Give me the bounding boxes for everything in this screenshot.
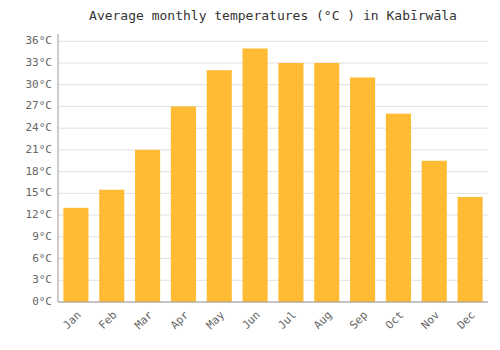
chart-container: Average monthly temperatures (°C ) in Ka… xyxy=(0,0,500,350)
y-axis-line xyxy=(58,34,59,302)
bar xyxy=(278,63,303,302)
bar xyxy=(422,161,447,302)
x-tick-label: Nov xyxy=(419,308,443,332)
y-tick-label: 0°C xyxy=(32,295,52,308)
x-tick-label: Aug xyxy=(311,309,334,332)
y-tick-label: 9°C xyxy=(32,230,52,243)
bar xyxy=(171,106,196,302)
bar xyxy=(243,48,268,302)
chart: Average monthly temperatures (°C ) in Ka… xyxy=(0,0,500,350)
x-axis: Jan Feb Mar Apr May Jun Jul Aug Sep Oct Nov Dec xyxy=(58,302,488,332)
x-tick-label: Sep xyxy=(347,309,370,332)
y-tick-label: 12°C xyxy=(26,208,53,221)
x-tick-label: Apr xyxy=(168,308,192,332)
x-tick-label: May xyxy=(204,308,228,332)
x-tick-label: Jan xyxy=(60,309,83,332)
bar xyxy=(135,150,160,302)
grid-line xyxy=(58,128,488,129)
grid-line xyxy=(58,62,488,63)
x-tick-label: Jun xyxy=(240,309,263,332)
bar xyxy=(458,197,483,302)
chart-title: Average monthly temperatures (°C ) in Ka… xyxy=(89,8,457,23)
bar xyxy=(63,208,88,302)
y-tick-label: 18°C xyxy=(26,165,53,178)
bar xyxy=(386,114,411,302)
y-tick-label: 6°C xyxy=(32,252,52,265)
x-tick-label: Mar xyxy=(132,308,156,332)
y-tick-label: 21°C xyxy=(26,143,53,156)
bar xyxy=(350,77,375,302)
grid-line xyxy=(58,302,488,303)
y-tick-label: 24°C xyxy=(26,121,53,134)
grid-line xyxy=(58,84,488,85)
y-tick-label: 33°C xyxy=(26,56,53,69)
y-axis: 0°C 3°C 6°C 9°C 12°C 15°C 18°C 21°C 24°C 27°C 30°C… xyxy=(26,34,59,308)
grid xyxy=(58,41,488,302)
x-tick-label: Oct xyxy=(383,309,406,332)
y-tick-label: 15°C xyxy=(26,186,53,199)
bar xyxy=(314,63,339,302)
bar xyxy=(99,190,124,302)
bar xyxy=(207,70,232,302)
page: {"chart_data": {"type": "bar", "title": … xyxy=(0,0,500,350)
x-axis-line xyxy=(58,302,488,303)
grid-line xyxy=(58,106,488,107)
bars xyxy=(63,48,482,302)
x-tick-label: Dec xyxy=(455,309,478,332)
y-tick-label: 36°C xyxy=(26,34,53,47)
x-tick-label: Feb xyxy=(96,309,119,332)
grid-line xyxy=(58,41,488,42)
y-tick-label: 27°C xyxy=(26,99,53,112)
y-tick-label: 3°C xyxy=(32,273,52,286)
x-tick-label: Jul xyxy=(275,309,298,332)
y-tick-label: 30°C xyxy=(26,78,53,91)
grid-line xyxy=(58,149,488,150)
